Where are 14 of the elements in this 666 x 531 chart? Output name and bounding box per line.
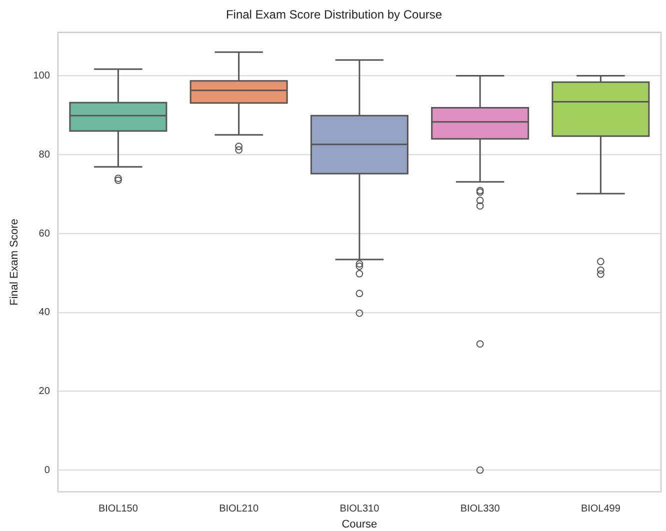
y-tick-label: 40	[38, 307, 50, 318]
y-tick-label: 60	[38, 228, 50, 240]
x-tick-label: BIOL210	[219, 504, 259, 515]
chart-title: Final Exam Score Distribution by Course	[226, 8, 442, 22]
x-tick-label: BIOL330	[460, 504, 500, 515]
y-axis-title: Final Exam Score	[8, 218, 21, 306]
x-axis-title: Course	[342, 518, 378, 530]
y-tick-label: 0	[44, 464, 50, 476]
x-tick-label: BIOL150	[98, 504, 138, 515]
y-tick-label: 80	[38, 149, 50, 160]
x-tick-label: BIOL310	[340, 504, 380, 515]
y-tick-label: 20	[38, 386, 50, 397]
x-tick-label: BIOL499	[580, 504, 621, 515]
y-tick-label: 100	[33, 70, 50, 82]
